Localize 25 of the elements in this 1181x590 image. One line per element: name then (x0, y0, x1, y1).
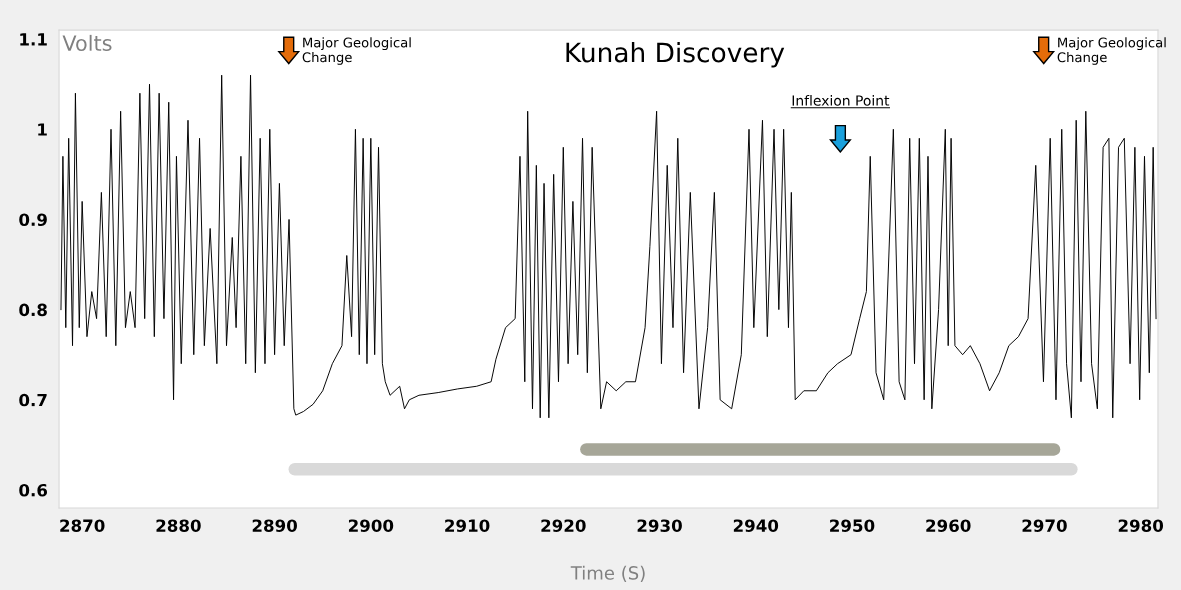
x-tick-label: 2920 (541, 519, 586, 532)
y-tick-label: 0.7 (19, 393, 47, 407)
annotation: Inflexion Point (792, 95, 890, 106)
x-tick-label: 2930 (637, 519, 682, 532)
y-tick-label: 1 (38, 123, 47, 136)
y-axis-title: Volts (62, 34, 112, 51)
x-tick-label: 2970 (1022, 519, 1067, 532)
x-tick-label: 2890 (252, 519, 297, 532)
x-tick-label: 2870 (60, 519, 105, 532)
annotation: Major Geological Change (302, 37, 411, 65)
x-tick-label: 2950 (830, 519, 875, 532)
x-tick-label: 2980 (1118, 519, 1164, 532)
x-tick-label: 2940 (733, 519, 779, 532)
y-tick-label: 0.6 (19, 483, 48, 497)
x-tick-label: 2900 (348, 519, 394, 532)
x-tick-label: 2960 (926, 519, 971, 532)
x-axis-title: Time (S) (570, 565, 645, 582)
x-tick-label: 2910 (445, 519, 490, 532)
annotation: Major Geological Change (1057, 37, 1166, 65)
y-tick-label: 0.8 (19, 303, 47, 317)
x-tick-label: 2880 (156, 519, 201, 532)
line-series (60, 74, 1157, 419)
chart-title: Kunah Discovery (566, 42, 785, 68)
y-tick-label: 1.1 (20, 33, 47, 46)
y-tick-label: 0.9 (19, 213, 47, 227)
